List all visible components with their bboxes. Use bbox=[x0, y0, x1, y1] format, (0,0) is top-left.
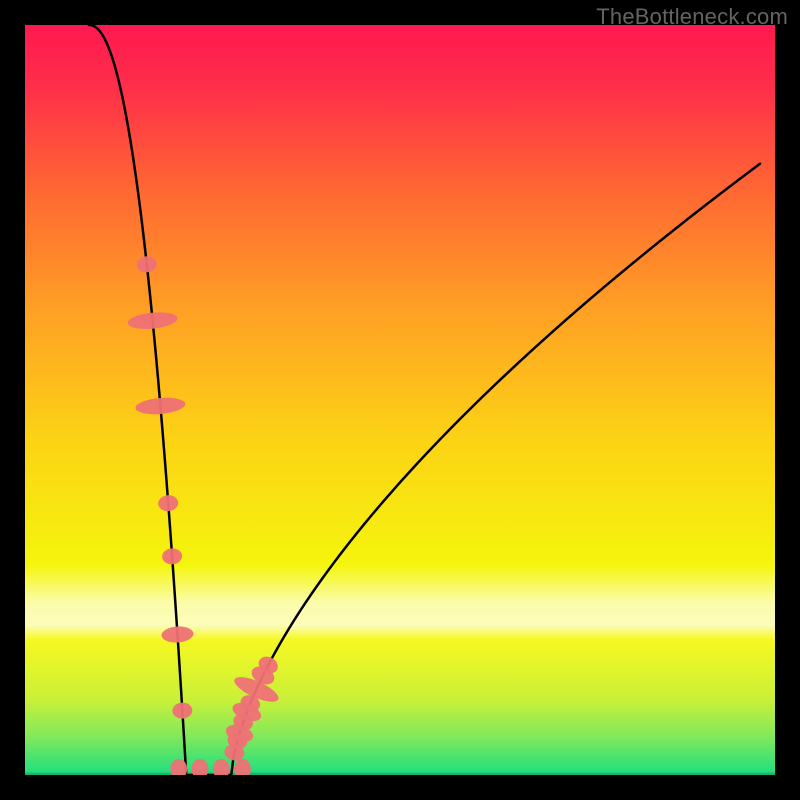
watermark-text: TheBottleneck.com bbox=[596, 4, 788, 30]
gradient-background bbox=[25, 25, 775, 775]
bead-marker bbox=[192, 759, 209, 779]
bead-marker bbox=[170, 759, 187, 779]
bead-marker bbox=[213, 759, 230, 779]
bottleneck-chart bbox=[0, 0, 800, 800]
bead-marker bbox=[234, 759, 251, 779]
